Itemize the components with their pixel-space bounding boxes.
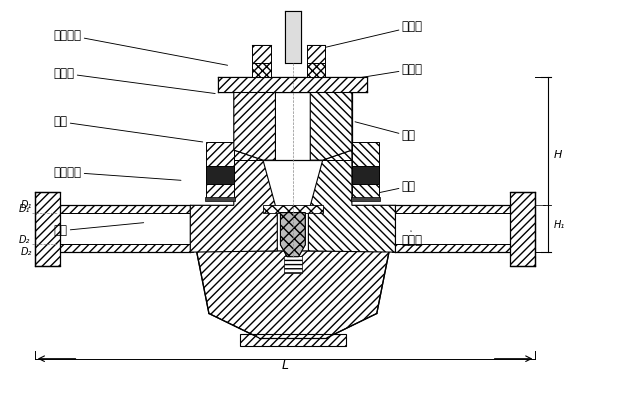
Text: 阀芯: 阀芯 [352,180,416,198]
Text: 密封圈: 密封圈 [318,20,422,49]
Text: D₂: D₂ [19,235,31,245]
Bar [206,166,234,184]
Text: H: H [554,150,563,160]
Bar [307,45,325,63]
Text: 阀体: 阀体 [54,223,144,237]
Text: H₁: H₁ [554,220,565,230]
Text: 下阀杆: 下阀杆 [324,63,422,83]
Bar [352,183,379,200]
Bar [307,63,325,77]
Bar [252,45,271,63]
Polygon shape [60,244,193,252]
Text: 进出口: 进出口 [402,231,422,247]
Text: D₁: D₁ [21,200,32,210]
Text: L: L [282,360,288,373]
Bar [205,197,235,201]
Text: D₂: D₂ [21,247,32,257]
Text: D₁: D₁ [19,205,31,214]
Text: 阀座: 阀座 [54,115,202,142]
Bar [285,11,301,63]
Bar [352,142,379,168]
Bar [206,142,234,168]
Bar [218,77,368,92]
Bar [240,334,346,346]
Text: 均流罩: 均流罩 [54,67,215,94]
Polygon shape [196,251,389,338]
Text: 阀盖: 阀盖 [355,122,416,143]
Bar [252,63,271,77]
Polygon shape [280,213,305,257]
Polygon shape [392,205,510,213]
Polygon shape [310,92,352,160]
Bar [351,197,381,201]
Bar [352,166,379,184]
Polygon shape [190,150,277,252]
Text: 阀座坠圈: 阀座坠圈 [54,166,181,180]
Bar [35,192,60,266]
Bar [284,256,302,273]
Bar [206,183,234,200]
Text: 阀盖坠圈: 阀盖坠圈 [54,28,227,65]
Bar [510,192,535,266]
Bar [263,205,323,213]
Polygon shape [308,150,396,252]
Polygon shape [60,205,193,213]
Polygon shape [234,92,275,160]
Polygon shape [392,244,510,252]
